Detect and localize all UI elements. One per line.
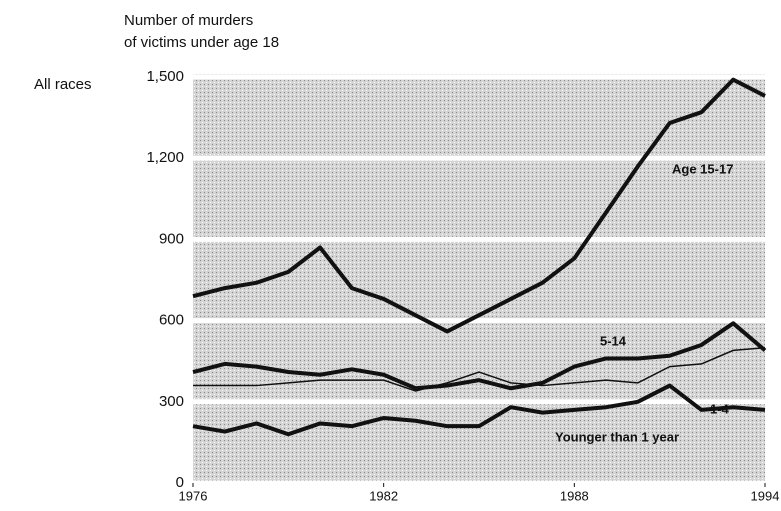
series-label: Younger than 1 year bbox=[555, 429, 679, 444]
y-tick-label: 600 bbox=[159, 312, 184, 329]
y-axis-label: of victims under age 18 bbox=[124, 34, 279, 51]
series-line bbox=[192, 383, 766, 437]
series-line bbox=[192, 321, 767, 391]
y-tick-label: 900 bbox=[159, 230, 184, 247]
series-label: Age 15-17 bbox=[672, 161, 733, 176]
y-axis-label: Number of murders bbox=[124, 12, 253, 29]
subtitle: All races bbox=[34, 76, 92, 93]
series-label: 5-14 bbox=[600, 333, 627, 348]
y-tick-label: 300 bbox=[159, 393, 184, 410]
series-line bbox=[192, 77, 766, 334]
series-line bbox=[193, 346, 766, 392]
x-tick-label: 1976 bbox=[179, 488, 208, 503]
x-tick-label: 1982 bbox=[369, 488, 398, 503]
plot-background bbox=[193, 74, 765, 483]
y-tick-label: 0 bbox=[176, 474, 184, 491]
y-tick-label: 1,200 bbox=[146, 149, 184, 166]
y-tick-label: 1,500 bbox=[146, 68, 184, 85]
x-tick-label: 1988 bbox=[560, 488, 589, 503]
x-tick-label: 1994 bbox=[751, 488, 780, 503]
